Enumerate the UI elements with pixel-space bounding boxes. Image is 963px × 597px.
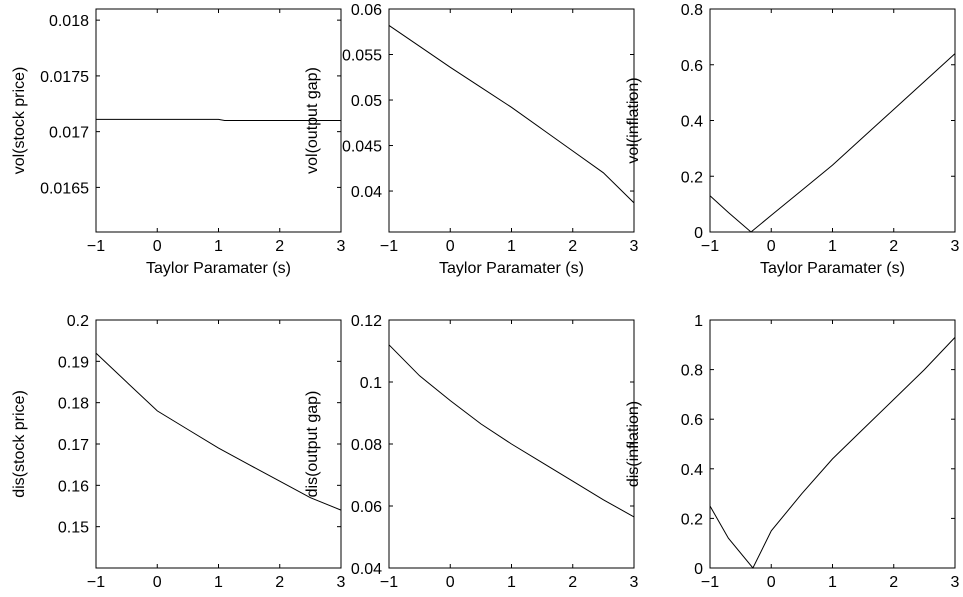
y-tick-label: 1 — [694, 313, 703, 330]
y-tick-label: 0.1 — [360, 375, 382, 392]
series-line — [709, 337, 956, 569]
x-tick-label: 3 — [337, 574, 346, 591]
x-tick-label: 0 — [767, 238, 776, 255]
y-tick-label: 0.2 — [67, 313, 89, 330]
x-tick-label: 1 — [214, 574, 223, 591]
y-axis-label: dis(stock price) — [11, 390, 28, 498]
y-tick-label: 0.12 — [351, 313, 382, 330]
x-tick-label: −1 — [87, 574, 105, 591]
y-tick-label: 0.05 — [351, 93, 382, 110]
y-tick-label: 0 — [694, 225, 703, 242]
x-tick-label: 1 — [214, 238, 223, 255]
y-tick-label: 0.2 — [681, 169, 703, 186]
y-tick-label: 0.2 — [681, 511, 703, 528]
x-axis-label: Taylor Paramater (s) — [439, 260, 584, 277]
x-tick-label: 2 — [889, 238, 898, 255]
y-tick-label: 0.17 — [58, 437, 89, 454]
y-tick-label: 0.4 — [681, 114, 703, 131]
x-axis-label: Taylor Paramater (s) — [760, 260, 905, 277]
y-tick-label: 0.04 — [351, 561, 382, 578]
subplot-1: −1 0 1 2 3 0.0165 0.017 0.0175 0.018 Taylor Param… — [11, 8, 346, 277]
x-tick-label: 0 — [446, 238, 455, 255]
axes-frame — [709, 319, 956, 569]
x-tick-label: 0 — [153, 238, 162, 255]
y-tick-label: 0.0165 — [40, 180, 89, 197]
y-tick-label: 0.8 — [681, 363, 703, 380]
x-tick-label: 3 — [337, 238, 346, 255]
y-tick-label: 0 — [694, 561, 703, 578]
x-axis-label: Taylor Paramater (s) — [146, 260, 291, 277]
axes-frame — [709, 8, 956, 233]
y-tick-label: 0.8 — [681, 2, 703, 19]
x-tick-label: 0 — [767, 574, 776, 591]
x-tick-label: 2 — [275, 238, 284, 255]
y-tick-label: 0.0175 — [40, 69, 89, 86]
x-tick-label: −1 — [701, 574, 719, 591]
series-line — [388, 24, 635, 204]
y-tick-label: 0.6 — [681, 412, 703, 429]
y-tick-label: 0.018 — [49, 13, 89, 30]
y-tick-label: 0.045 — [342, 139, 382, 156]
x-tick-label: 1 — [828, 238, 837, 255]
y-axis-label: vol(inflation) — [625, 77, 642, 163]
x-tick-label: 2 — [889, 574, 898, 591]
y-axis-label: dis(output gap) — [304, 391, 321, 498]
x-tick-label: −1 — [380, 238, 398, 255]
x-tick-label: 1 — [507, 574, 516, 591]
y-tick-label: 0.4 — [681, 462, 703, 479]
y-axis-label: dis(inflation) — [625, 401, 642, 487]
x-tick-label: 0 — [153, 574, 162, 591]
y-tick-label: 0.15 — [58, 520, 89, 537]
x-tick-label: 2 — [568, 574, 577, 591]
series-line — [96, 118, 341, 121]
series-line — [388, 344, 635, 518]
x-tick-label: 1 — [507, 238, 516, 255]
x-tick-label: −1 — [87, 238, 105, 255]
x-tick-label: 0 — [446, 574, 455, 591]
subplot-2: −1 0 1 2 3 0.04 0.045 0.05 0.055 0.06 Taylor Param… — [304, 2, 639, 277]
series-line — [95, 352, 342, 511]
x-tick-label: 2 — [275, 574, 284, 591]
y-tick-label: 0.017 — [49, 125, 89, 142]
x-tick-label: −1 — [380, 574, 398, 591]
y-tick-label: 0.18 — [58, 396, 89, 413]
axes-frame — [388, 8, 635, 233]
y-axis-label: vol(output gap) — [304, 67, 321, 174]
y-tick-label: 0.055 — [342, 48, 382, 65]
y-tick-label: 0.16 — [58, 478, 89, 495]
x-tick-label: 3 — [630, 238, 639, 255]
x-tick-label: 3 — [630, 574, 639, 591]
x-tick-label: 1 — [828, 574, 837, 591]
y-axis-label: vol(stock price) — [11, 67, 28, 175]
y-tick-label: 0.06 — [351, 2, 382, 19]
y-tick-label: 0.06 — [351, 499, 382, 516]
x-tick-label: 3 — [951, 238, 960, 255]
axes-frame — [95, 319, 342, 569]
y-tick-label: 0.6 — [681, 58, 703, 75]
x-tick-label: −1 — [701, 238, 719, 255]
y-tick-label: 0.08 — [351, 437, 382, 454]
x-tick-label: 3 — [951, 574, 960, 591]
series-line — [709, 53, 956, 233]
x-tick-label: 2 — [568, 238, 577, 255]
y-tick-label: 0.04 — [351, 184, 382, 201]
y-tick-label: 0.19 — [58, 354, 89, 371]
